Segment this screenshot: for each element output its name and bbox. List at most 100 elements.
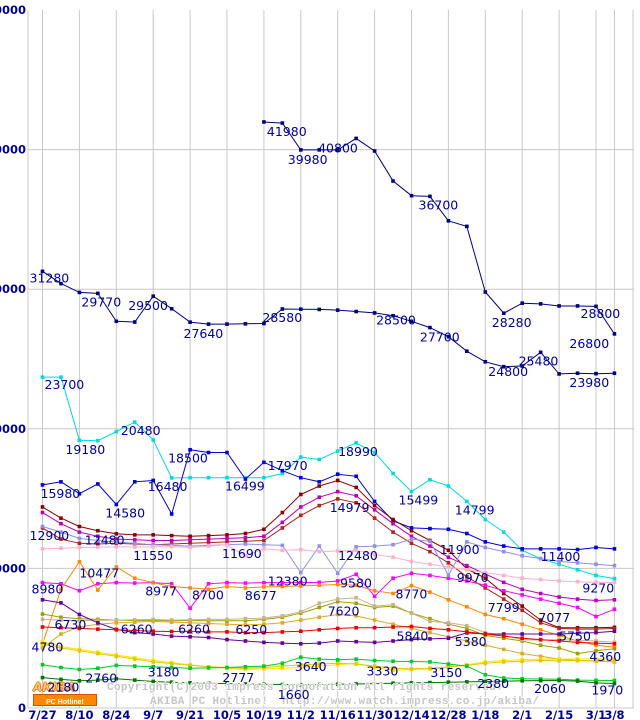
series-magenta-marker [206, 581, 211, 586]
series-gold-marker [501, 647, 506, 652]
logo-bar: PC Hotline! [33, 694, 97, 706]
series-magenta-marker [132, 581, 137, 585]
series-purple-marker [354, 639, 358, 644]
series-red-upper-marker [280, 526, 285, 530]
series-blue-marker [612, 547, 617, 551]
series-red-upper-marker [409, 541, 414, 546]
series-blue-marker [59, 480, 63, 484]
series-navy-lower-marker [354, 309, 358, 314]
series-green-marker [114, 663, 119, 668]
series-red-lower-marker [483, 632, 488, 636]
series-dark-magenta-marker [262, 534, 266, 539]
series-red-upper-marker [243, 539, 248, 543]
series-blue-marker [206, 450, 211, 455]
series-pink-marker [262, 547, 266, 551]
series-magenta-marker [188, 606, 192, 610]
series-orange-marker [243, 586, 248, 590]
series-tan-marker [40, 617, 45, 622]
series-gold-marker [262, 622, 266, 627]
series-red-lower-marker [354, 625, 358, 630]
series-blue-marker [114, 502, 119, 507]
series-maroon-marker [188, 534, 192, 539]
series-navy-lower-marker [169, 306, 174, 311]
series-dark-green-line [42, 677, 615, 686]
series-maroon-marker [262, 527, 266, 532]
series-red-upper-marker [206, 540, 211, 545]
series-magenta-marker [501, 588, 506, 593]
series-gold-yellow-marker [40, 641, 45, 646]
series-cyan-marker [77, 438, 82, 443]
series-gold-yellow-marker [557, 659, 561, 663]
series-blue-marker [335, 472, 340, 476]
series-red-lower-marker [206, 630, 211, 634]
series-yellow-marker [391, 668, 395, 673]
series-tan-marker [225, 617, 229, 622]
series-orange-marker [280, 584, 285, 589]
series-dark-green-marker [372, 681, 377, 686]
series-green-marker [501, 676, 506, 680]
series-maroon-marker [151, 533, 155, 537]
series-dark-green-marker [501, 679, 506, 683]
series-gold-marker [335, 612, 340, 617]
series-red-lower-marker [188, 629, 192, 634]
series-blue-marker [575, 547, 580, 552]
series-maroon-marker [391, 517, 395, 522]
series-tan-marker [299, 609, 303, 614]
series-blue-marker [409, 526, 414, 530]
series-pink-marker [520, 576, 524, 580]
series-lavender-marker [280, 543, 285, 548]
series-gold-marker [465, 639, 469, 643]
series-dark-magenta-marker [169, 538, 174, 543]
x-tick-label: 9/21 [176, 708, 204, 720]
series-gold-marker [299, 618, 303, 622]
series-dark-green-marker [225, 681, 229, 686]
series-olive-marker [317, 605, 322, 610]
series-purple-marker [96, 621, 100, 625]
series-maroon-marker [520, 604, 524, 608]
series-pink-marker [538, 577, 543, 582]
y-tick-label: 40000 [0, 143, 26, 157]
series-navy-lower-marker [243, 322, 248, 326]
series-orange-marker [151, 580, 155, 585]
series-gold-yellow-marker [520, 659, 524, 664]
series-navy-lower-marker [188, 320, 192, 324]
series-gold-yellow-marker [354, 662, 358, 666]
series-tan-marker [317, 601, 322, 606]
series-orange [40, 559, 617, 649]
series-tan-marker [465, 623, 469, 628]
series-orange-marker [391, 591, 395, 596]
series-maroon-marker [501, 591, 506, 596]
series-orange-marker [409, 583, 414, 588]
series-navy-upper-marker [575, 304, 580, 308]
series-maroon-marker [372, 503, 377, 508]
series-maroon-marker [409, 528, 414, 533]
series-red-lower-marker [77, 626, 82, 631]
series-magenta-marker [575, 605, 580, 610]
series-cyan-marker [612, 576, 617, 581]
series-orange-marker [501, 616, 506, 621]
series-green-marker [391, 659, 395, 664]
series-orange-marker [96, 588, 100, 592]
x-tick-label: 3/8 [604, 708, 624, 720]
series-red-lower-marker [612, 641, 617, 646]
series-pink-marker [501, 573, 506, 578]
y-tick-label: 10000 [0, 561, 26, 575]
series-maroon-marker [206, 533, 211, 538]
series-red-upper-marker [501, 597, 506, 601]
series-magenta-marker [372, 594, 377, 599]
series-navy-lower-marker [96, 291, 100, 296]
series-dark-green-marker [483, 679, 488, 684]
series-magenta-marker [594, 614, 598, 619]
series-red-lower-marker [132, 628, 137, 633]
series-purple-marker [206, 635, 211, 640]
series-navy-upper-marker [557, 304, 561, 308]
series-gold-marker [132, 620, 137, 624]
series-dark-green-marker [151, 679, 155, 684]
series-magenta-marker [225, 580, 229, 585]
series-navy-lower-marker [575, 371, 580, 376]
series-dark-green-marker [538, 678, 543, 683]
series-yellow-line [42, 640, 615, 671]
y-tick-label: 50000 [0, 3, 26, 17]
series-orange-marker [335, 582, 340, 587]
series-maroon-line [42, 479, 615, 629]
